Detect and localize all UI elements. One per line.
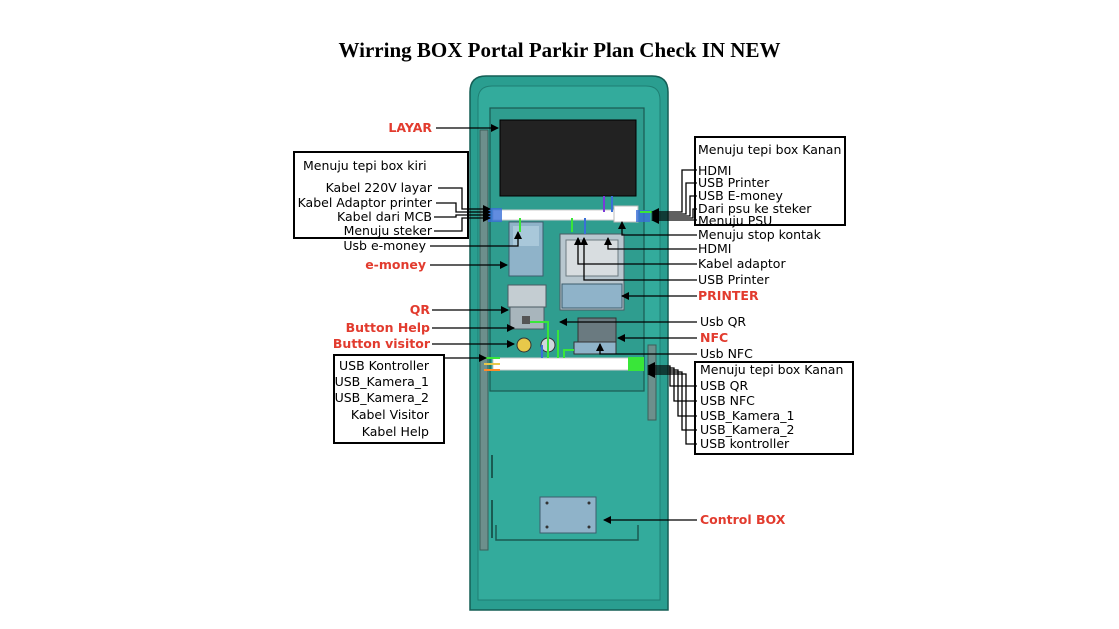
connector-lines <box>430 124 697 524</box>
left-top-item: Kabel Adaptor printer <box>298 195 433 210</box>
right-top-item: USB E-money <box>698 188 783 203</box>
right-top-box-header: Menuju tepi box Kanan <box>698 142 841 157</box>
left-top-item: Kabel dari MCB <box>337 209 432 224</box>
button-help <box>516 337 532 353</box>
right-bottom-box-header: Menuju tepi box Kanan <box>700 362 843 377</box>
control-box <box>539 496 597 534</box>
left-top-item: Menuju steker <box>344 223 433 238</box>
label-usb-printer: USB Printer <box>698 272 770 287</box>
left-bottom-item: Kabel Help <box>362 424 429 439</box>
left-top-box-header: Menuju tepi box kiri <box>303 158 427 173</box>
right-hinge <box>647 344 657 421</box>
left-bottom-item: USB_Kamera_1 <box>335 374 429 389</box>
label-printer: PRINTER <box>698 288 759 303</box>
right-bottom-box <box>694 361 854 455</box>
left-top-item: Kabel 220V layar <box>326 180 433 195</box>
label-usb-nfc: Usb NFC <box>700 346 753 361</box>
label-emoney: e-money <box>365 257 426 272</box>
label-kabel-adaptor: Kabel adaptor <box>698 256 786 271</box>
label-nfc: NFC <box>700 330 728 345</box>
left-hinge <box>479 129 489 551</box>
right-top-item: Dari psu ke steker <box>698 201 812 216</box>
qr-reader <box>507 284 547 308</box>
label-menuju-stop-kontak: Menuju stop kontak <box>698 227 822 242</box>
label-button-help: Button Help <box>346 320 430 335</box>
left-top-box <box>293 151 469 239</box>
page-title: Wirring BOX Portal Parkir Plan Check IN … <box>338 38 781 62</box>
label-hdmi: HDMI <box>698 241 732 256</box>
right-top-item: USB Printer <box>698 175 770 190</box>
right-top-box <box>694 136 846 226</box>
label-button-visitor: Button visitor <box>333 336 431 351</box>
label-qr: QR <box>410 302 431 317</box>
bottom-cable-duct <box>492 357 632 371</box>
left-bottom-item: USB_Kamera_2 <box>335 390 429 405</box>
right-top-item: Menuju PSU <box>698 213 772 228</box>
left-bottom-item: Kabel Visitor <box>351 407 430 422</box>
right-bottom-item: USB kontroller <box>700 436 790 451</box>
left-bottom-item: USB Kontroller <box>339 358 430 373</box>
left-bottom-box <box>333 354 445 444</box>
right-bottom-item: USB_Kamera_2 <box>700 422 794 437</box>
right-bottom-item: USB QR <box>700 378 748 393</box>
label-usb-qr: Usb QR <box>700 314 746 329</box>
label-control-box: Control BOX <box>700 512 786 527</box>
label-layar: LAYAR <box>388 120 432 135</box>
right-top-item: HDMI <box>698 163 732 178</box>
screen-layar <box>499 119 637 197</box>
right-bottom-item: USB_Kamera_1 <box>700 408 794 423</box>
right-bottom-item: USB NFC <box>700 393 755 408</box>
label-usb-emoney: Usb e-money <box>343 238 426 253</box>
